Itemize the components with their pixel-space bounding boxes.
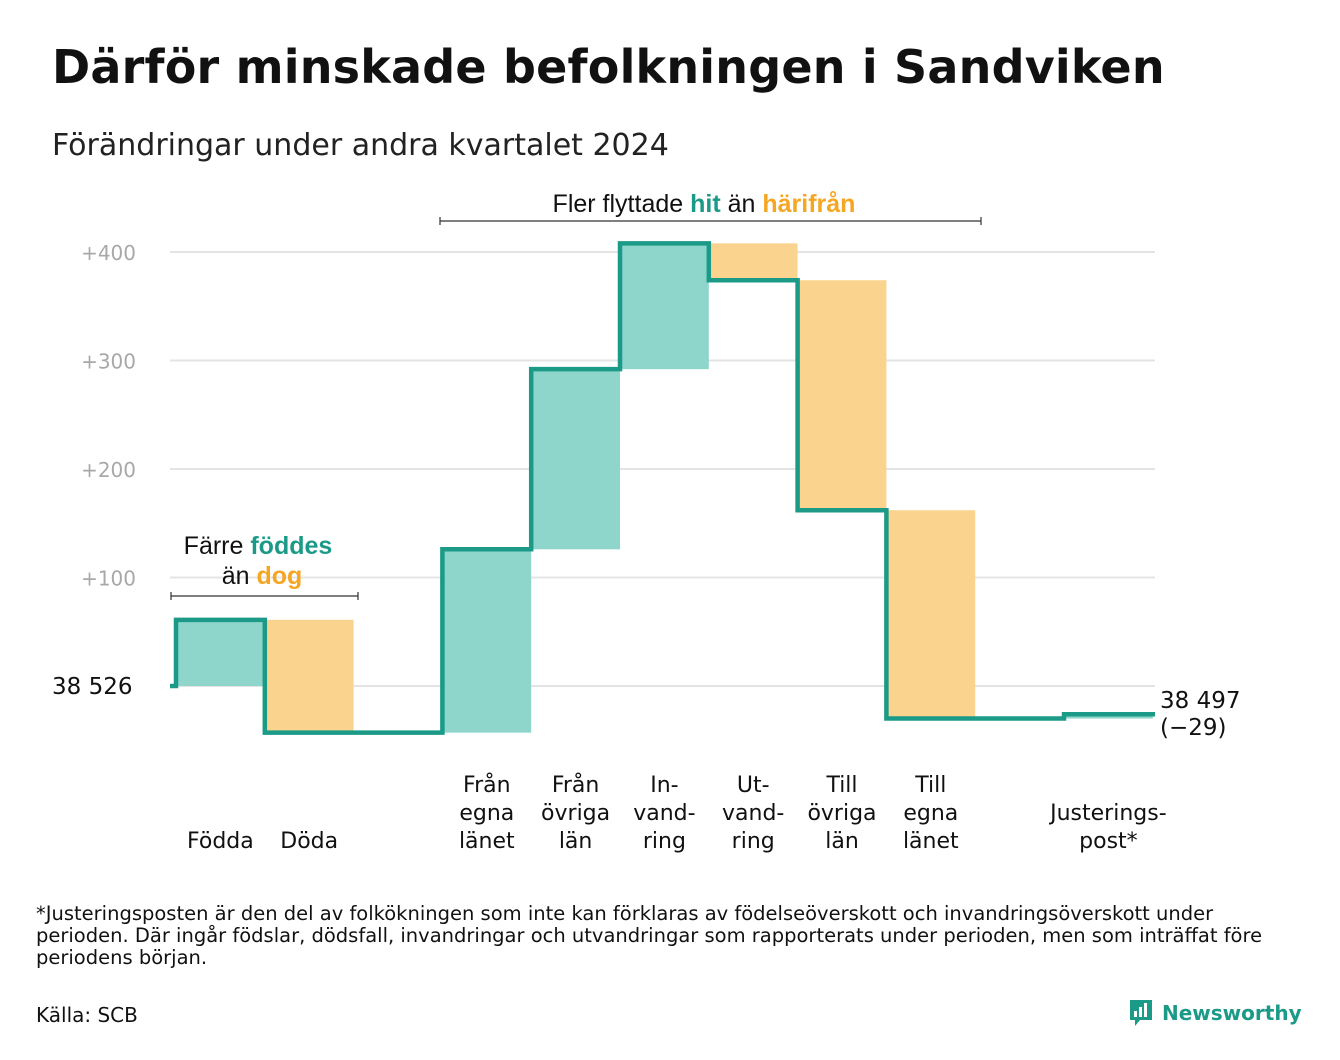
cumulative-step-line	[170, 241, 1155, 735]
category-label-till_egna: egna	[903, 801, 958, 826]
category-label-utvandring: vand-	[722, 801, 784, 826]
bar-till_ovriga	[797, 280, 887, 511]
births-annotation-line1: Färre föddes	[184, 532, 333, 560]
bar-fran_egna	[442, 549, 532, 733]
y-tick-label: +400	[81, 241, 136, 265]
category-label-till_egna: länet	[903, 829, 959, 854]
category-label-invandring: In-	[650, 773, 678, 798]
start-value-label: 38 526	[52, 674, 132, 700]
births-bracket	[170, 592, 359, 600]
footnote: *Justeringsposten är den del av folkökni…	[36, 902, 1263, 969]
waterfall-chart: +100 +200 +300 +400 38 526 Födda Döda Från egna l…	[52, 190, 1240, 854]
bar-fran_ovriga	[531, 369, 620, 550]
category-label-fran_egna: egna	[459, 801, 514, 826]
migration-bracket	[439, 217, 982, 225]
y-tick-label: +300	[81, 350, 136, 374]
category-label-till_egna: Till	[914, 773, 946, 798]
category-label-fran_ovriga: övriga	[541, 801, 610, 826]
category-label-fran_ovriga: Från	[552, 772, 600, 798]
category-label-justering: post*	[1079, 829, 1138, 854]
category-label-utvandring: Ut-	[737, 773, 770, 798]
bar-till_egna	[886, 510, 976, 719]
chart-subtitle: Förändringar under andra kvartalet 2024	[52, 128, 669, 163]
category-label-fodda: Födda	[187, 829, 254, 854]
bar-invandring	[620, 243, 709, 370]
end-change-label: (−29)	[1160, 715, 1226, 741]
category-label-till_ovriga: Till	[825, 773, 857, 798]
bar-utvandring	[708, 243, 798, 281]
category-label-justering: Justerings-	[1048, 801, 1167, 826]
newsworthy-logo-icon	[1130, 1000, 1152, 1026]
bar-fodda	[176, 619, 265, 686]
end-value-label: 38 497	[1160, 688, 1240, 714]
migration-annotation: Fler flyttade hit än härifrån	[553, 190, 856, 218]
category-label-fran_egna: länet	[459, 829, 515, 854]
category-label-fran_ovriga: län	[559, 829, 593, 854]
chart-title: Därför minskade befolkningen i Sandviken	[52, 40, 1165, 94]
category-label-doda: Döda	[280, 829, 338, 854]
y-tick-label: +200	[81, 458, 136, 482]
births-annotation-line2: än dog	[222, 562, 303, 590]
category-label-invandring: vand-	[633, 801, 695, 826]
source-label: Källa: SCB	[36, 1003, 138, 1027]
category-label-fran_egna: Från	[463, 772, 511, 798]
category-label-till_ovriga: län	[825, 829, 859, 854]
brand-name: Newsworthy	[1162, 1001, 1302, 1025]
category-label-invandring: ring	[643, 829, 686, 854]
category-label-utvandring: ring	[732, 829, 775, 854]
y-tick-label: +100	[81, 567, 136, 591]
bar-doda	[264, 619, 354, 733]
brand-logo: Newsworthy	[1128, 998, 1302, 1028]
category-label-till_ovriga: övriga	[807, 801, 876, 826]
